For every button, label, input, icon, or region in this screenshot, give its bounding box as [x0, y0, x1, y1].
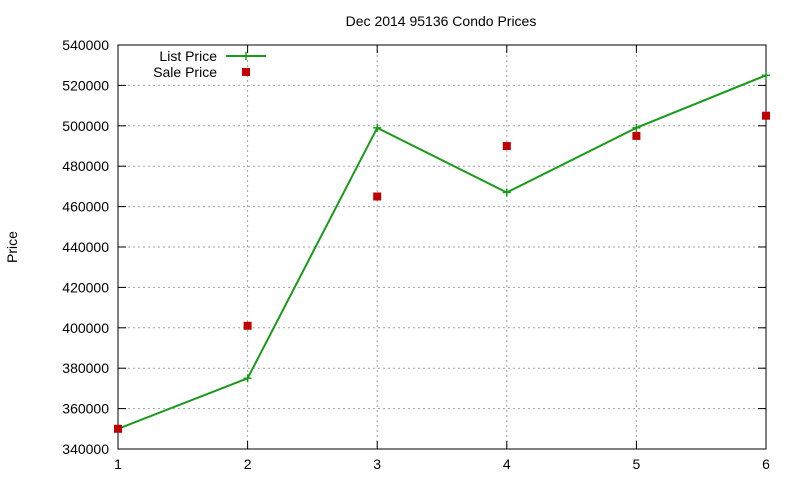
x-tick-label: 3: [373, 456, 381, 472]
y-tick-label: 500000: [62, 118, 109, 134]
x-tick-label: 5: [633, 456, 641, 472]
x-tick-label: 2: [244, 456, 252, 472]
list-price-line: [117, 74, 767, 430]
legend-swatch-marker: [242, 52, 250, 60]
x-tick-label: 1: [114, 456, 122, 472]
sale-price-point: [762, 111, 770, 120]
legend-label: List Price: [159, 48, 217, 64]
y-tick-label: 360000: [62, 401, 109, 417]
y-tick-label: 340000: [62, 441, 109, 457]
sale-price-point: [243, 321, 252, 330]
x-tick-label: 4: [503, 456, 511, 472]
list-price-point: [373, 123, 382, 132]
sale-price-point: [373, 192, 382, 201]
axis-ticks: 340000 360000 380000 400000 420000 440000 4600…: [62, 37, 770, 472]
legend-label: Sale Price: [153, 64, 217, 80]
list-price-point: [502, 188, 511, 197]
sale-price-point: [114, 424, 122, 433]
y-tick-label: 420000: [62, 279, 109, 295]
list-price-point: [762, 71, 770, 80]
y-tick-label: 540000: [62, 37, 109, 53]
y-tick-label: 400000: [62, 320, 109, 336]
sale-price-point: [632, 131, 641, 140]
legend-swatch-marker: [242, 68, 250, 76]
y-axis-label: Price: [4, 231, 20, 263]
y-tick-label: 440000: [62, 239, 109, 255]
y-tick-label: 460000: [62, 199, 109, 215]
x-tick-label: 6: [762, 456, 770, 472]
grid: [118, 45, 766, 449]
series-layer: [114, 71, 770, 433]
y-tick-label: 380000: [62, 360, 109, 376]
chart-title: Dec 2014 95136 Condo Prices: [346, 13, 537, 29]
sale-price-point: [502, 142, 511, 150]
list-price-point: [632, 123, 641, 132]
y-tick-label: 520000: [62, 77, 109, 93]
list-price-point: [243, 374, 252, 383]
y-tick-label: 480000: [62, 158, 109, 174]
